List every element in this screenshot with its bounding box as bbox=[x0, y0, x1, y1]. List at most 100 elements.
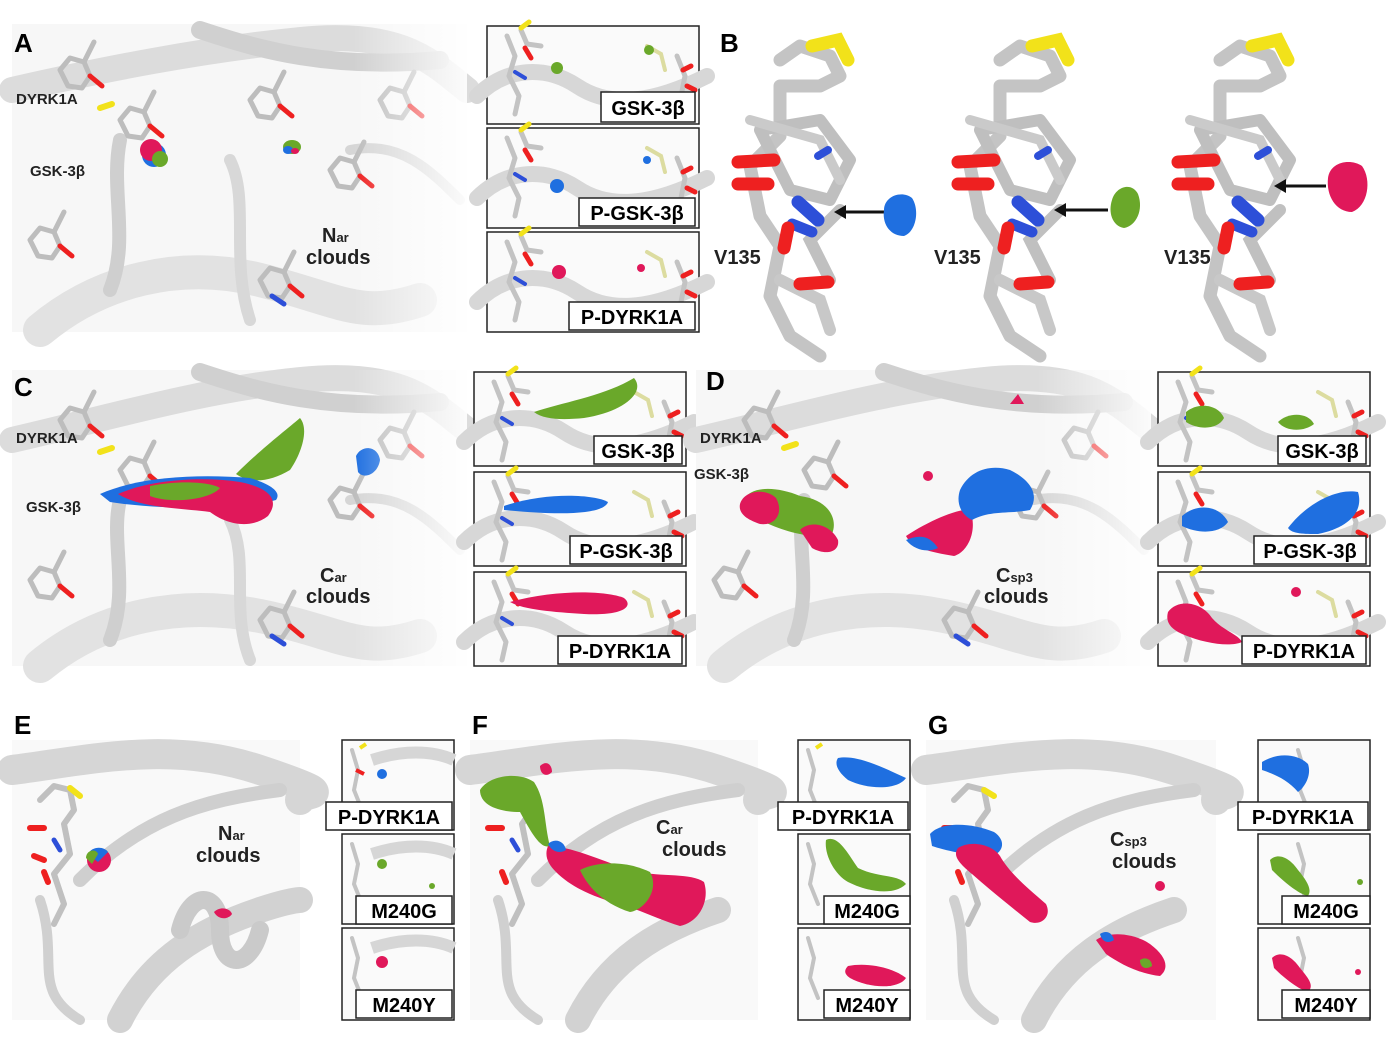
panel-letter: B bbox=[720, 28, 739, 58]
inset-tag bbox=[355, 989, 453, 1019]
cloud-type-label: clouds bbox=[984, 586, 1048, 608]
inset: M240G bbox=[797, 833, 911, 925]
protein-label: DYRK1A bbox=[16, 91, 78, 108]
inset-tag bbox=[1281, 895, 1371, 925]
inset: GSK-3β bbox=[464, 368, 694, 466]
protein-label: GSK-3β bbox=[30, 163, 85, 180]
panel-g-insets: P-DYRK1A M240G M240Y bbox=[1237, 739, 1371, 1021]
inset-tag-text: M240G bbox=[834, 901, 900, 923]
residue-model-1 bbox=[731, 32, 856, 363]
panel-f-insets: P-DYRK1A M240G M240Y bbox=[777, 739, 911, 1021]
car-cloud-blue bbox=[504, 495, 608, 514]
car-cloud-red bbox=[845, 964, 906, 987]
inset-tag-text: GSK-3β bbox=[1285, 441, 1358, 463]
residue-model-2 bbox=[951, 32, 1076, 363]
csp3-cloud-red bbox=[1272, 954, 1311, 992]
inset-tag bbox=[568, 301, 696, 331]
panel-e: E Nar clouds bbox=[0, 710, 329, 1033]
protein-label: GSK-3β bbox=[26, 499, 81, 516]
inset-tag-text: P-DYRK1A bbox=[1253, 641, 1355, 663]
inset: P-DYRK1A bbox=[777, 739, 911, 831]
inset-tag-text: M240Y bbox=[372, 995, 436, 1017]
inset-tag bbox=[1277, 435, 1367, 465]
protein-label: DYRK1A bbox=[16, 430, 78, 447]
inset: P-DYRK1A bbox=[325, 739, 457, 831]
panel-letter: C bbox=[14, 372, 33, 402]
inset: P-DYRK1A bbox=[1148, 568, 1378, 666]
inset: M240Y bbox=[341, 927, 457, 1021]
car-cloud-green bbox=[825, 838, 906, 892]
car-cloud-green bbox=[480, 775, 550, 847]
panel-c-insets: GSK-3β P-GSK-3β P-DYRK1A bbox=[464, 368, 694, 666]
nar-cloud-green bbox=[551, 62, 563, 74]
inset: P-DYRK1A bbox=[1237, 739, 1371, 831]
inset-tag-text: P-DYRK1A bbox=[1252, 807, 1354, 829]
inset-tag bbox=[593, 435, 683, 465]
inset-tag bbox=[1237, 801, 1369, 831]
car-cloud-green bbox=[534, 378, 638, 420]
cloud-type-label: clouds bbox=[196, 845, 260, 867]
inset: M240Y bbox=[797, 927, 911, 1021]
inset-tag-text: P-GSK-3β bbox=[590, 203, 683, 225]
cloud-type-label: Nar bbox=[218, 823, 245, 845]
panel-d-insets: GSK-3β P-GSK-3β P-DYRK1A bbox=[1148, 368, 1378, 666]
inset-tag-text: M240G bbox=[1293, 901, 1359, 923]
inset: P-GSK-3β bbox=[464, 468, 694, 566]
inset-tag-text: P-DYRK1A bbox=[338, 807, 440, 829]
inset-tag-text: P-DYRK1A bbox=[581, 307, 683, 329]
inset: P-GSK-3β bbox=[477, 124, 707, 229]
inset-tag-text: P-GSK-3β bbox=[579, 541, 672, 563]
csp3-cloud-green bbox=[1186, 405, 1224, 428]
panel-letter: F bbox=[472, 710, 488, 740]
inset-tag bbox=[557, 635, 683, 665]
inset-tag-text: M240Y bbox=[835, 995, 899, 1017]
inset: P-DYRK1A bbox=[464, 568, 694, 666]
panel-a-insets: GSK-3β P-GSK-3β P-DYRK1A bbox=[477, 22, 707, 333]
inset-tag-text: M240Y bbox=[1294, 995, 1358, 1017]
panel-letter: D bbox=[706, 366, 725, 396]
inset-tag bbox=[823, 895, 911, 925]
cloud-type-label: Car bbox=[656, 817, 683, 839]
car-cloud-red bbox=[510, 592, 628, 615]
nar-cloud-blue bbox=[883, 194, 917, 236]
inset-tag bbox=[355, 895, 453, 925]
panel-letter: E bbox=[14, 710, 31, 740]
inset: GSK-3β bbox=[477, 22, 707, 125]
inset: M240G bbox=[341, 833, 457, 925]
panel-letter: A bbox=[14, 28, 33, 58]
csp3-cloud-green bbox=[1270, 856, 1310, 896]
cloud-type-label: clouds bbox=[306, 247, 370, 269]
inset-tag-text: P-GSK-3β bbox=[1263, 541, 1356, 563]
inset: P-DYRK1A bbox=[477, 228, 707, 333]
protein-label: GSK-3β bbox=[694, 466, 749, 483]
inset-tag-text: GSK-3β bbox=[601, 441, 674, 463]
csp3-cloud-red bbox=[955, 843, 1048, 923]
inset-tag bbox=[569, 535, 683, 565]
inset-tag bbox=[1241, 635, 1367, 665]
inset: M240G bbox=[1257, 833, 1371, 925]
panel-letter: G bbox=[928, 710, 948, 740]
residue-label: V135 bbox=[1164, 247, 1211, 269]
inset-tag-text: P-DYRK1A bbox=[569, 641, 671, 663]
nar-cloud-green bbox=[86, 850, 98, 864]
cloud-type-label: clouds bbox=[306, 586, 370, 608]
cloud-type-label: Csp3 bbox=[1110, 829, 1147, 851]
cloud-type-label: Nar bbox=[322, 225, 349, 247]
inset-tag bbox=[823, 989, 911, 1019]
inset-tag bbox=[1253, 535, 1367, 565]
panel-e-insets: P-DYRK1A M240G M240Y bbox=[325, 739, 457, 1021]
nar-cloud-red bbox=[552, 265, 566, 279]
inset-tag-text: P-DYRK1A bbox=[792, 807, 894, 829]
inset-tag bbox=[1281, 989, 1371, 1019]
inset-tag bbox=[777, 801, 909, 831]
nar-cloud-blue bbox=[550, 179, 564, 193]
panel-a: A DYRK1A GSK-3β Nar clouds bbox=[0, 21, 480, 347]
panel-f: F Car clouds bbox=[455, 710, 787, 1033]
inset-tag-text: GSK-3β bbox=[611, 98, 684, 120]
csp3-cloud-blue bbox=[1182, 507, 1228, 532]
cloud-type-label: clouds bbox=[662, 839, 726, 861]
cloud-type-label: Car bbox=[320, 565, 347, 587]
inset-tag bbox=[600, 91, 696, 123]
panel-c: C DYRK1A GSK-3β Car clouds bbox=[0, 363, 480, 683]
csp3-cloud-red bbox=[1167, 603, 1242, 645]
